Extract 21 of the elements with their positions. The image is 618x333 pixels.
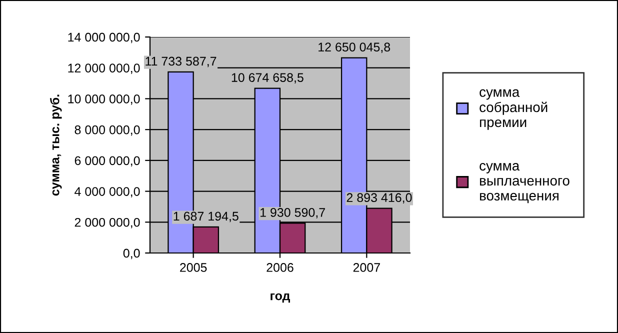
data-label: 12 650 045,8 bbox=[318, 42, 390, 53]
data-label: 2 893 416,0 bbox=[346, 193, 412, 204]
y-tick-label: 4 000 000,0 bbox=[74, 187, 140, 198]
legend-label: сумма собранной премии bbox=[480, 89, 548, 130]
y-tick-label: 2 000 000,0 bbox=[74, 218, 140, 228]
y-tick-label: 0,0 bbox=[123, 248, 140, 260]
y-tick-label: 6 000 000,0 bbox=[74, 156, 140, 167]
data-label: 11 733 587,7 bbox=[146, 56, 216, 68]
y-tick-label: 12 000 000,0 bbox=[68, 64, 140, 74]
y-tick-label: 10 000 000,0 bbox=[68, 94, 140, 105]
x-tick-label: 2007 bbox=[353, 263, 380, 272]
x-tick-label: 2006 bbox=[266, 263, 294, 272]
y-tick-label: 14 000 000,0 bbox=[68, 32, 140, 44]
data-label: 10 674 658,5 bbox=[232, 73, 304, 84]
x-axis-title: год bbox=[270, 293, 290, 303]
data-label: 1 687 194,5 bbox=[174, 212, 238, 222]
y-axis-title: сумма, тыс. руб. bbox=[50, 94, 62, 196]
data-label: 1 930 590,7 bbox=[260, 208, 325, 218]
x-tick-label: 2005 bbox=[180, 263, 207, 272]
legend-label: сумма выплаченного возмещения bbox=[480, 163, 570, 204]
y-tick-label: 8 000 000,0 bbox=[74, 125, 140, 136]
